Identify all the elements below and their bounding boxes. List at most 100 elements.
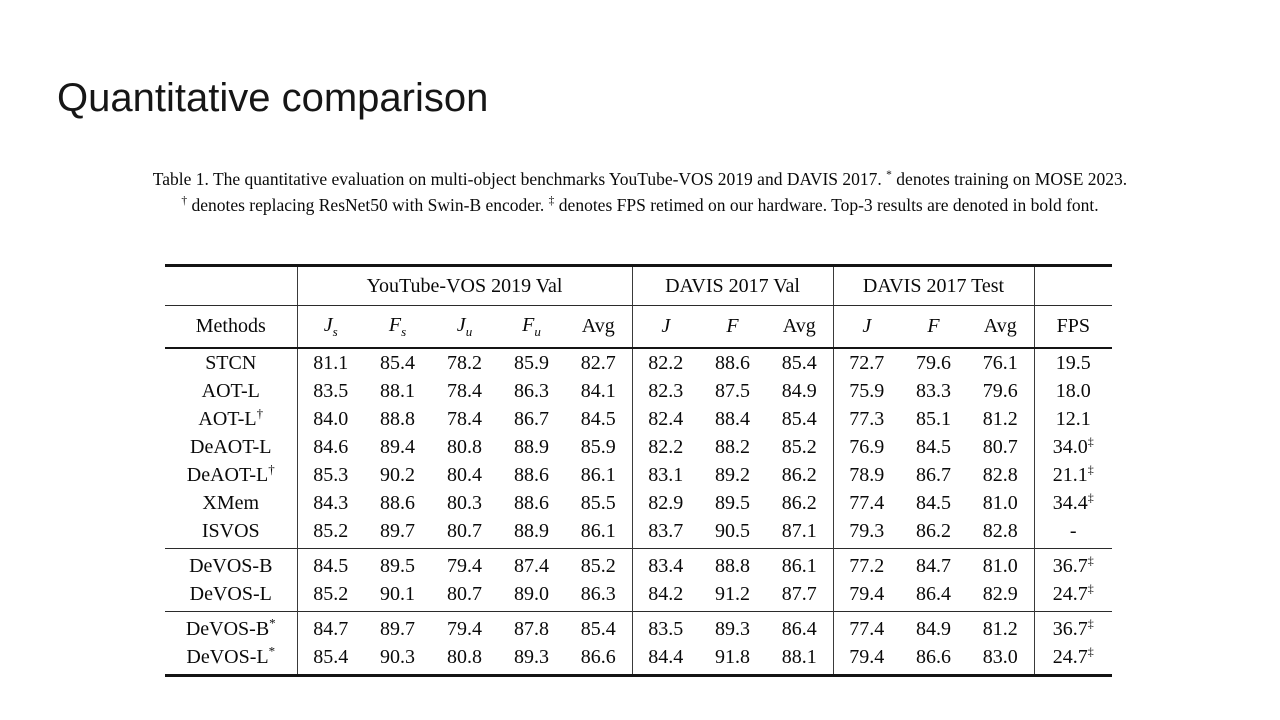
value-cell: 83.0 bbox=[982, 646, 1018, 668]
value-cell: 72.7 bbox=[832, 348, 901, 377]
metric-header: J bbox=[631, 305, 700, 349]
value-cell: 18.0 bbox=[1033, 377, 1113, 405]
value-cell: 89.3 bbox=[699, 611, 767, 643]
table-body: STCN 81.1 85.4 78.2 85.9 82.7 82.2 88.6 85.4 72.7… bbox=[165, 348, 1113, 676]
value-cell: 79.6 bbox=[916, 352, 952, 374]
method-name-cell: DeAOT-L bbox=[190, 436, 272, 458]
value-cell: 78.4 bbox=[447, 408, 482, 430]
value-cell: 82.9 bbox=[631, 489, 700, 517]
value-cell: 84.9 bbox=[900, 611, 968, 643]
results-table: YouTube-VOS 2019 Val DAVIS 2017 Val DAVIS … bbox=[165, 264, 1113, 677]
value-cell: 88.6 bbox=[514, 492, 549, 514]
method-name-cell: DeAOT-L† bbox=[186, 461, 275, 486]
footnote-marker: † bbox=[181, 194, 188, 207]
value-cell: 81.0 bbox=[967, 548, 1035, 580]
value-cell: 79.4 bbox=[431, 548, 498, 580]
value-cell: - bbox=[1033, 517, 1113, 549]
caption-line-1: Table 1. The quantitative evaluation on … bbox=[0, 167, 1280, 193]
value-cell: 85.2 bbox=[781, 436, 817, 458]
footnote-marker: ‡ bbox=[1087, 462, 1094, 477]
value-cell: 80.8 bbox=[447, 646, 482, 668]
value-cell: 82.2 bbox=[631, 348, 700, 377]
value-cell: 77.2 bbox=[832, 548, 901, 580]
caption-line-2: † denotes replacing ResNet50 with Swin-B… bbox=[0, 193, 1280, 219]
footnote-marker: * bbox=[269, 615, 276, 631]
value-cell: 86.4 bbox=[766, 611, 834, 643]
value-cell: 81.2 bbox=[967, 611, 1035, 643]
value-cell: 85.4 bbox=[380, 352, 415, 374]
value-cell: 76.9 bbox=[832, 433, 901, 461]
value-cell: 82.4 bbox=[631, 405, 700, 433]
value-cell: 88.1 bbox=[380, 380, 415, 402]
value-cell: 85.3 bbox=[296, 461, 364, 489]
value-cell: 86.6 bbox=[916, 646, 952, 668]
value-cell: 83.5 bbox=[631, 611, 700, 643]
table-row: ISVOS 85.2 89.7 80.7 88.9 86.1 83.7 90.5 87.1 79.… bbox=[165, 517, 1113, 549]
value-cell: 21.1‡ bbox=[1033, 461, 1113, 489]
value-cell: 86.1 bbox=[580, 464, 616, 486]
value-cell: 85.2 bbox=[296, 580, 364, 612]
footnote-marker: ‡ bbox=[1087, 553, 1094, 568]
value-cell: 86.7 bbox=[916, 464, 952, 486]
value-cell: 85.1 bbox=[916, 408, 952, 430]
value-cell: 82.9 bbox=[982, 583, 1018, 605]
value-cell: 78.2 bbox=[447, 352, 482, 374]
value-cell: 85.4 bbox=[781, 408, 817, 430]
value-cell: 79.4 bbox=[832, 580, 901, 612]
value-cell: 75.9 bbox=[832, 377, 901, 405]
value-cell: 90.5 bbox=[715, 520, 751, 542]
value-cell: 89.3 bbox=[514, 646, 549, 668]
value-cell: 87.5 bbox=[715, 380, 751, 402]
method-name-cell: DeVOS-L bbox=[189, 583, 272, 605]
table-row: DeAOT-L 84.6 89.4 80.8 88.9 85.9 82.2 88.2 85.2 7… bbox=[165, 433, 1113, 461]
value-cell: 79.3 bbox=[832, 517, 901, 549]
value-cell: 88.2 bbox=[715, 436, 751, 458]
caption-text: denotes FPS retimed on our hardware. Top… bbox=[554, 194, 1099, 215]
value-cell: 84.0 bbox=[296, 405, 364, 433]
caption-text: Table 1. The quantitative evaluation on … bbox=[152, 169, 887, 189]
value-cell: 86.2 bbox=[781, 464, 817, 486]
value-cell: 81.1 bbox=[296, 348, 364, 377]
method-name-cell: AOT-L† bbox=[198, 405, 264, 430]
metric-header: Avg bbox=[565, 305, 633, 349]
value-cell: 83.4 bbox=[631, 548, 700, 580]
footnote-marker: ‡ bbox=[1087, 490, 1094, 505]
empty-header-cell bbox=[1033, 265, 1113, 306]
value-cell: 89.0 bbox=[514, 583, 549, 605]
value-cell: 90.2 bbox=[380, 464, 415, 486]
value-cell: 77.3 bbox=[832, 405, 901, 433]
value-cell: 79.4 bbox=[431, 611, 498, 643]
value-cell: 82.8 bbox=[982, 520, 1018, 542]
value-cell: 89.5 bbox=[364, 548, 431, 580]
value-cell: 12.1 bbox=[1033, 405, 1113, 433]
value-cell: 85.9 bbox=[514, 352, 549, 374]
method-name-cell: DeVOS-B* bbox=[165, 611, 297, 643]
method-name-cell: ISVOS bbox=[201, 520, 260, 542]
value-cell: 87.8 bbox=[498, 611, 565, 643]
value-cell: 88.8 bbox=[699, 548, 767, 580]
value-cell: 86.3 bbox=[514, 380, 549, 402]
value-cell: 36.7‡ bbox=[1033, 548, 1113, 580]
value-cell: 78.4 bbox=[447, 380, 482, 402]
table-row: DeVOS-L* 85.4 90.3 80.8 89.3 86.6 84.4 91.8 88.1… bbox=[165, 643, 1113, 676]
table-row: XMem 84.3 88.6 80.3 88.6 85.5 82.9 89.5 86.2 77.4… bbox=[165, 489, 1113, 517]
value-cell: 89.5 bbox=[715, 492, 751, 514]
value-cell: 80.7 bbox=[447, 583, 482, 605]
value-cell: 80.7 bbox=[447, 520, 482, 542]
benchmark-group-header: YouTube-VOS 2019 Val bbox=[296, 265, 633, 306]
benchmark-group-header-row: YouTube-VOS 2019 Val DAVIS 2017 Val DAVIS … bbox=[165, 265, 1113, 306]
value-cell: 91.2 bbox=[715, 583, 751, 605]
value-cell: 85.4 bbox=[781, 352, 817, 374]
value-cell: 24.7‡ bbox=[1033, 580, 1113, 612]
value-cell: 84.4 bbox=[631, 643, 700, 676]
metric-header: Methods bbox=[165, 305, 297, 349]
table-row: DeVOS-B* 84.7 89.7 79.4 87.8 85.4 83.5 89.3 86.4… bbox=[165, 611, 1113, 643]
value-cell: 80.7 bbox=[982, 436, 1018, 458]
value-cell: 81.0 bbox=[982, 492, 1018, 514]
metric-header: Ju bbox=[431, 305, 498, 349]
value-cell: 82.8 bbox=[982, 464, 1018, 486]
value-cell: 85.5 bbox=[580, 492, 616, 514]
value-cell: 77.4 bbox=[832, 611, 901, 643]
metric-header: Fs bbox=[364, 305, 431, 349]
metric-header: F bbox=[900, 305, 968, 349]
